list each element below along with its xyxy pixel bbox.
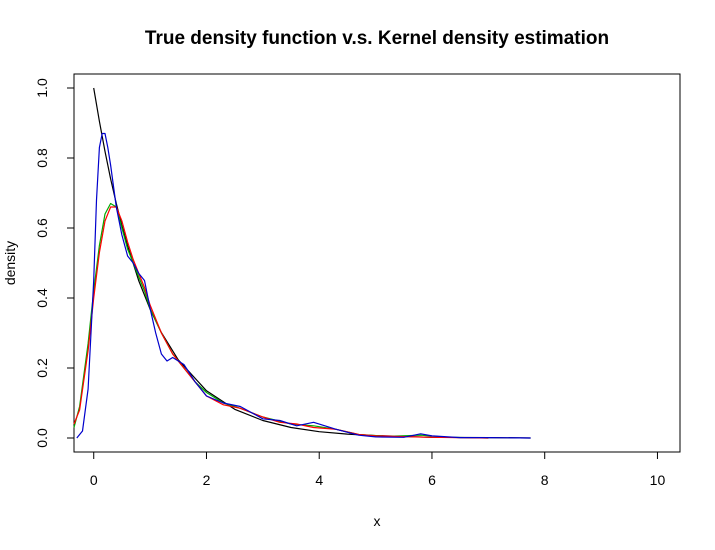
x-tick-label: 2	[203, 472, 211, 488]
x-axis-label: x	[374, 513, 381, 529]
y-tick-label: 0.0	[34, 428, 50, 448]
series-line-4	[76, 132, 531, 439]
x-tick-label: 6	[428, 472, 436, 488]
x-tick-label: 4	[315, 472, 323, 488]
y-tick-label: 0.2	[34, 358, 50, 378]
y-tick-label: 1.0	[34, 78, 50, 98]
x-tick-label: 0	[90, 472, 98, 488]
series-line-3	[73, 206, 489, 439]
y-tick-label: 0.4	[34, 288, 50, 308]
y-axis-label: density	[2, 241, 18, 285]
plot-frame	[73, 73, 681, 453]
x-axis: 0 2 4 6 8 10	[90, 451, 666, 488]
y-tick-label: 0.6	[34, 218, 50, 238]
series-layer	[73, 87, 531, 439]
x-tick-label: 8	[541, 472, 549, 488]
chart-title: True density function v.s. Kernel densit…	[145, 28, 609, 49]
y-axis: 0.0 0.2 0.4 0.6 0.8 1.0	[34, 78, 75, 448]
series-line-1	[93, 87, 531, 439]
y-tick-label: 0.8	[34, 148, 50, 168]
x-tick-label: 10	[650, 472, 666, 488]
series-line-2	[73, 202, 489, 439]
